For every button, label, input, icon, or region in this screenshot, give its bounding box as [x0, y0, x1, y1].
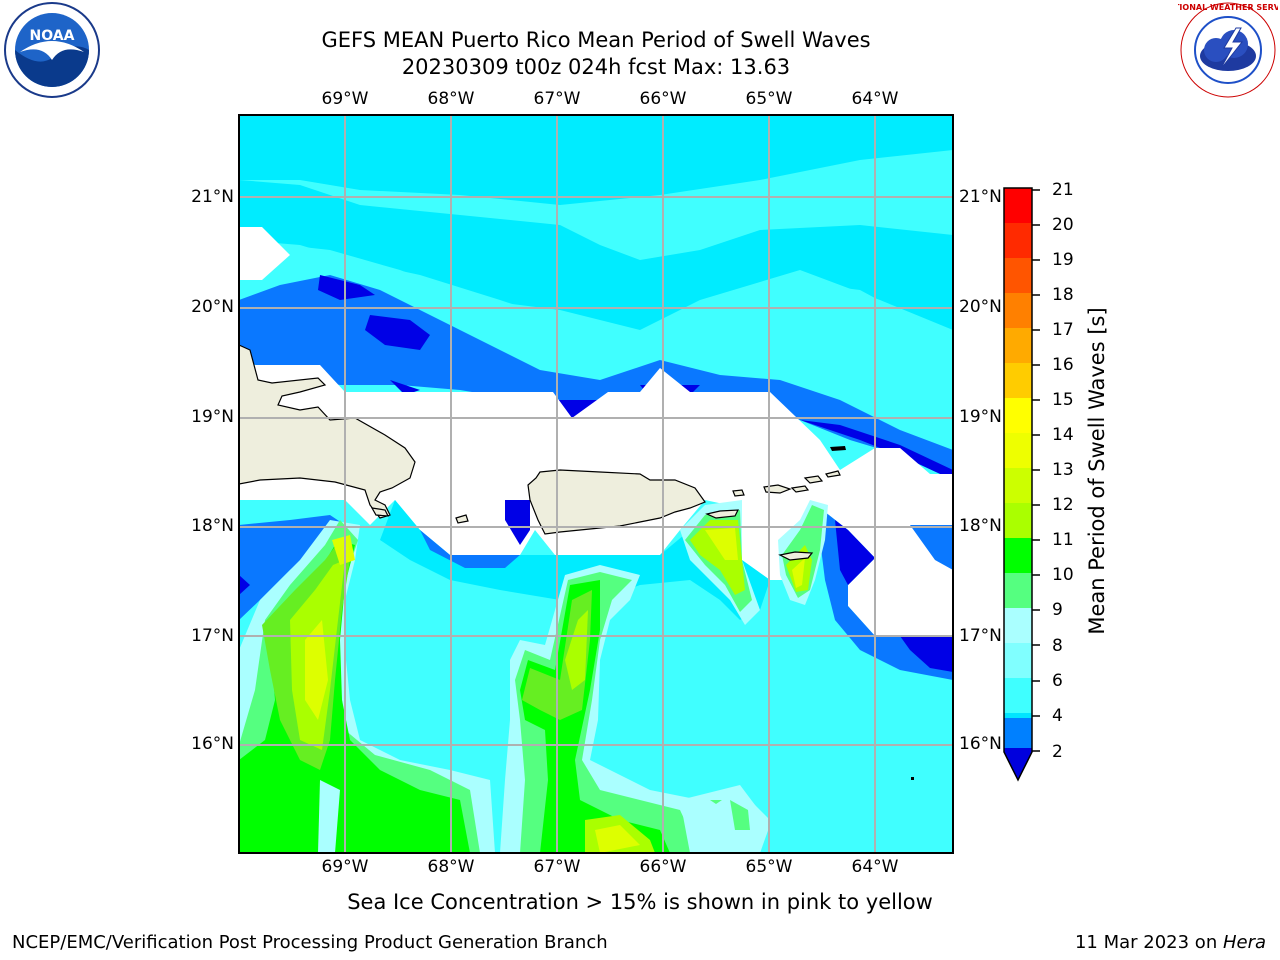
lat-label-left: 20°N [191, 297, 234, 317]
colorbar-tick: 18 [1052, 285, 1074, 305]
land-tortola [803, 475, 824, 484]
lon-label-top: 66°W [639, 89, 687, 109]
chart-subtitle-forecast: 20230309 t00z 024h fcst Max: 13.63 [401, 55, 791, 79]
colorbar-tick: 12 [1052, 495, 1074, 515]
land-anegada [825, 470, 841, 478]
lat-label-right: 17°N [959, 626, 1002, 646]
lat-label-left: 19°N [191, 407, 234, 427]
contour-central-12-13 [565, 610, 588, 690]
contour-south-2-4-mid [380, 500, 770, 620]
contour-north-band-6-8 [239, 180, 953, 330]
lat-label-left: 16°N [191, 734, 234, 754]
contour-west-13-14b [332, 535, 355, 565]
lon-label-bottom: 67°W [533, 857, 581, 877]
map-frame [238, 114, 954, 854]
contour-south-green-east2 [710, 800, 722, 804]
lon-label-top: 68°W [427, 89, 475, 109]
lon-label-bottom: 69°W [321, 857, 369, 877]
map-gridlines [239, 115, 953, 853]
colorbar-tick: 13 [1052, 460, 1074, 480]
land-puerto-rico [527, 469, 706, 535]
contour-north-mid [239, 240, 953, 440]
contour-north-deep-3 [390, 380, 420, 395]
noaa-logo: NOAA [2, 0, 102, 100]
land-aves [911, 777, 914, 780]
chart-title: GEFS MEAN Puerto Rico Mean Period of Swe… [321, 28, 871, 52]
colorbar-tick: 2 [1052, 742, 1063, 762]
land-sombrero [830, 446, 846, 451]
colorbar-tick: 19 [1052, 250, 1074, 270]
colorbar-tick: 17 [1052, 320, 1074, 340]
lon-label-bottom: 68°W [427, 857, 475, 877]
lon-label-top: 69°W [321, 89, 369, 109]
lat-label-right: 19°N [959, 407, 1002, 427]
contour-vi-12-13 [705, 528, 738, 560]
colorbar-tick: 11 [1052, 530, 1074, 550]
noaa-logo-text: NOAA [30, 28, 75, 44]
colorbar-tick: 15 [1052, 390, 1074, 410]
contour-south-4-6-mid [420, 530, 520, 568]
colorbar-tick: 16 [1052, 355, 1074, 375]
land-st-croix [778, 551, 814, 561]
contour-north-deep-1 [318, 275, 375, 300]
lat-label-left: 18°N [191, 516, 234, 536]
contour-west-light-sw [318, 780, 340, 853]
contour-vi2-12-13 [792, 558, 805, 588]
land-vieques [705, 509, 739, 519]
lat-label-right: 20°N [959, 297, 1002, 317]
lon-label-bottom: 64°W [851, 857, 899, 877]
lon-label-top: 64°W [851, 89, 899, 109]
lat-label-left: 17°N [191, 626, 234, 646]
contour-south-light-east [680, 785, 770, 853]
colorbar-tick: 10 [1052, 565, 1074, 585]
footer-date-text: 11 Mar 2023 on [1074, 932, 1223, 953]
contour-east-deep-2 [900, 636, 953, 672]
contour-west-13-14 [305, 620, 328, 720]
colorbar-tick: 9 [1052, 600, 1063, 620]
lat-label-right: 18°N [959, 516, 1002, 536]
colorbar-label: Mean Period of Swell Waves [s] [1085, 307, 1109, 635]
lon-label-bottom: 65°W [745, 857, 793, 877]
masked-region-se [875, 500, 953, 580]
masked-region-north [239, 227, 290, 280]
colorbar-tick: 14 [1052, 425, 1074, 445]
lon-label-top: 65°W [745, 89, 793, 109]
lon-label-top: 67°W [533, 89, 581, 109]
colorbar-tick: 21 [1052, 180, 1074, 200]
contour-north-deep-2 [365, 315, 430, 350]
colorbar-tick: 8 [1052, 636, 1063, 656]
colorbar-tick: 4 [1052, 706, 1063, 726]
colorbar-tick: 20 [1052, 215, 1074, 235]
colorbar-tick: 6 [1052, 671, 1063, 691]
footer-date: 11 Mar 2023 on Hera [1075, 932, 1266, 953]
nws-logo: NATIONAL WEATHER SERVICE [1162, 0, 1280, 100]
nws-logo-text: NATIONAL WEATHER SERVICE [1178, 3, 1278, 12]
land-hispaniola-islet [370, 507, 390, 517]
colorbar [1003, 187, 1040, 782]
land-culebra [732, 489, 745, 497]
contour-east-deep [835, 520, 875, 585]
land-hispaniola-island [455, 514, 469, 524]
lat-label-right: 16°N [959, 734, 1002, 754]
contour-south-green-east [730, 800, 750, 830]
contour-north-2-4 [239, 275, 953, 475]
footer-credit: NCEP/EMC/Verification Post Processing Pr… [12, 932, 608, 953]
contour-north-4-6 [239, 115, 953, 205]
lat-label-right: 21°N [959, 187, 1002, 207]
contour-south-deep-west [239, 575, 250, 595]
contour-east-2-4b [910, 525, 953, 570]
sea-ice-note: Sea Ice Concentration > 15% is shown in … [347, 890, 933, 914]
land-st-thomas [763, 484, 792, 494]
land-st-john [790, 485, 810, 493]
lat-label-left: 21°N [191, 187, 234, 207]
contour-central-13-14 [595, 825, 640, 853]
land-hispaniola [239, 344, 416, 519]
footer-host: Hera [1222, 932, 1266, 953]
contour-south-deep-mid [505, 500, 530, 545]
lon-label-bottom: 66°W [639, 857, 687, 877]
